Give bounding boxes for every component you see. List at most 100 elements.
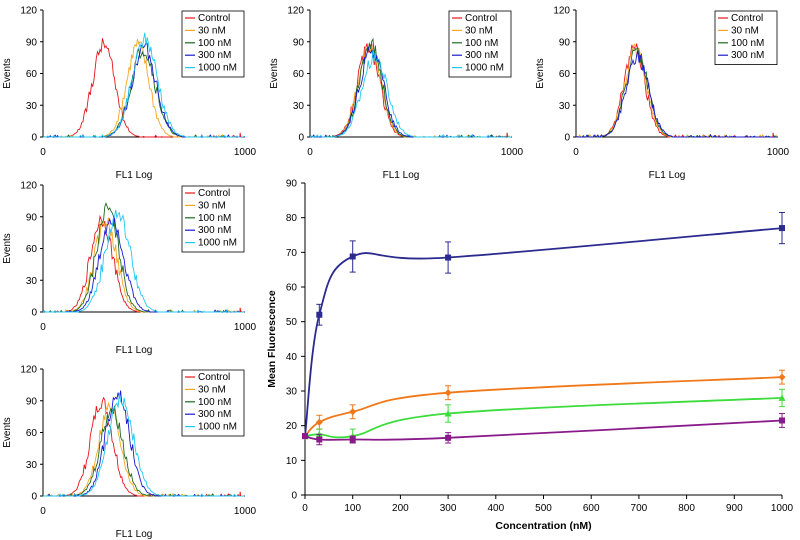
edge-spike bbox=[506, 132, 509, 138]
y-axis-label: Events bbox=[269, 58, 280, 89]
legend-entry: 1000 nM bbox=[465, 63, 504, 74]
y-tick-label: 30 bbox=[26, 276, 38, 287]
y-tick-label: 0 bbox=[298, 133, 304, 144]
series-line-blue bbox=[304, 227, 783, 437]
data-point bbox=[349, 408, 357, 416]
legend-entry: 30 nM bbox=[731, 25, 759, 36]
y-tick-label: 60 bbox=[26, 244, 38, 255]
y-tick-label: 10 bbox=[286, 456, 298, 467]
x-axis-label: FL1 Log bbox=[383, 170, 420, 181]
y-axis-label: Events bbox=[2, 58, 13, 89]
y-tick-label: 30 bbox=[26, 101, 38, 112]
x-tick-label: 600 bbox=[583, 503, 600, 514]
y-tick-label: 90 bbox=[26, 37, 38, 48]
x-axis-label: FL1 Log bbox=[116, 529, 153, 540]
y-tick-label: 60 bbox=[26, 69, 38, 80]
data-point bbox=[779, 417, 785, 424]
legend-entry: 30 nM bbox=[198, 25, 226, 36]
x-axis-label: FL1 Log bbox=[116, 345, 153, 356]
legend-entry: 30 nM bbox=[465, 25, 493, 36]
y-tick-label: 0 bbox=[31, 492, 37, 503]
y-tick-label: 30 bbox=[293, 101, 305, 112]
x-tick-label: 400 bbox=[487, 503, 504, 514]
y-tick-label: 90 bbox=[26, 212, 38, 223]
y-tick-label: 90 bbox=[293, 37, 305, 48]
y-tick-label: 60 bbox=[26, 428, 38, 439]
histogram-series-1000-nm bbox=[43, 393, 245, 497]
x-tick-label: 1000 bbox=[501, 147, 524, 158]
legend-entry: 300 nM bbox=[731, 50, 764, 61]
edge-spike bbox=[772, 132, 775, 138]
legend-entry: Control bbox=[198, 188, 230, 199]
x-axis-label: FL1 Log bbox=[649, 170, 686, 181]
legend-box bbox=[181, 10, 245, 78]
y-tick-label: 120 bbox=[20, 365, 37, 376]
legend-entry: 30 nM bbox=[198, 200, 226, 211]
x-tick-label: 0 bbox=[573, 147, 579, 158]
data-point bbox=[444, 389, 452, 397]
legend-entry: Control bbox=[731, 13, 763, 24]
data-point bbox=[779, 225, 785, 232]
y-tick-label: 90 bbox=[26, 396, 38, 407]
y-tick-label: 0 bbox=[31, 308, 37, 319]
data-point bbox=[349, 253, 356, 260]
y-tick-label: 0 bbox=[291, 491, 297, 502]
legend-entry: 30 nM bbox=[198, 384, 226, 395]
series-line-purple bbox=[304, 419, 783, 441]
edge-spike bbox=[239, 132, 242, 138]
y-tick-label: 30 bbox=[286, 387, 298, 398]
y-tick-label: 60 bbox=[293, 69, 305, 80]
legend-entry: Control bbox=[198, 372, 230, 383]
x-tick-label: 1000 bbox=[771, 503, 794, 514]
legend-entry: 100 nM bbox=[731, 38, 764, 49]
y-axis-label: Events bbox=[535, 58, 546, 89]
y-axis-label: Events bbox=[2, 233, 13, 264]
y-tick-label: 40 bbox=[286, 352, 298, 363]
legend-entry: 100 nM bbox=[198, 213, 231, 224]
legend-entry: 100 nM bbox=[465, 38, 498, 49]
x-tick-label: 0 bbox=[40, 147, 46, 158]
y-tick-label: 120 bbox=[20, 6, 37, 17]
data-point bbox=[445, 434, 452, 441]
legend-entry: 300 nM bbox=[465, 50, 498, 61]
y-tick-label: 30 bbox=[559, 101, 571, 112]
legend-entry: 1000 nM bbox=[198, 63, 237, 74]
y-tick-label: 0 bbox=[564, 133, 570, 144]
x-tick-label: 0 bbox=[302, 503, 308, 514]
x-tick-label: 1000 bbox=[234, 322, 257, 333]
legend-box bbox=[448, 10, 512, 78]
data-point bbox=[315, 418, 323, 426]
edge-spike bbox=[239, 491, 242, 497]
y-axis-label: Mean Fluorescence bbox=[266, 290, 278, 388]
legend-entry: 300 nM bbox=[198, 409, 231, 420]
data-point bbox=[302, 433, 308, 440]
data-point bbox=[778, 394, 786, 401]
y-tick-label: 60 bbox=[286, 283, 298, 294]
data-point bbox=[778, 373, 786, 381]
y-tick-label: 20 bbox=[286, 421, 298, 432]
legend-entry: 100 nM bbox=[198, 38, 231, 49]
x-axis-label: FL1 Log bbox=[116, 170, 153, 181]
y-tick-label: 80 bbox=[286, 213, 298, 224]
x-tick-label: 1000 bbox=[234, 506, 257, 517]
y-tick-label: 70 bbox=[286, 248, 298, 259]
x-tick-label: 1000 bbox=[767, 147, 790, 158]
legend-entry: 100 nM bbox=[198, 397, 231, 408]
x-tick-label: 500 bbox=[535, 503, 552, 514]
x-tick-label: 0 bbox=[307, 147, 313, 158]
data-point bbox=[316, 311, 323, 318]
histogram-series-1000-nm bbox=[43, 32, 245, 138]
x-tick-label: 1000 bbox=[234, 147, 257, 158]
x-axis-label: Concentration (nM) bbox=[495, 520, 591, 532]
y-tick-label: 120 bbox=[287, 6, 304, 17]
x-tick-label: 800 bbox=[678, 503, 695, 514]
y-axis-label: Events bbox=[2, 417, 13, 448]
legend-box bbox=[181, 185, 245, 253]
histogram-series-1000-nm bbox=[42, 209, 245, 313]
data-point bbox=[349, 436, 356, 443]
